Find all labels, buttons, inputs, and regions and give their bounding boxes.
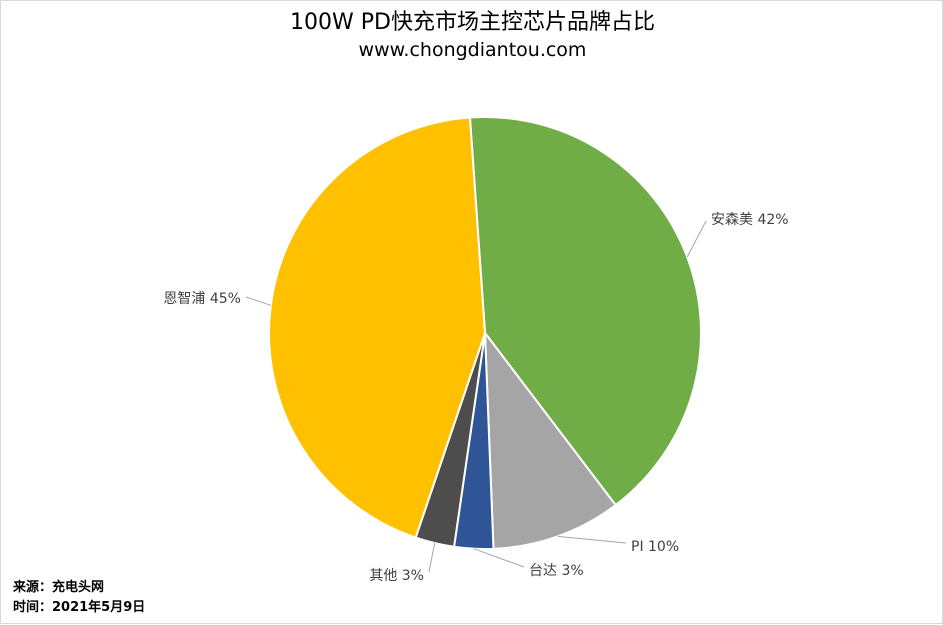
leader-line-0 bbox=[686, 220, 707, 258]
leader-line-3 bbox=[428, 542, 436, 573]
slice-label-0: 安森美 42% bbox=[711, 212, 789, 228]
slice-label-4: 恩智浦 45% bbox=[163, 291, 241, 307]
slice-label-3: 其他 3% bbox=[369, 568, 424, 584]
leader-line-1 bbox=[557, 535, 627, 544]
leader-line-2 bbox=[473, 548, 525, 568]
source-note: 来源：充电头网 bbox=[13, 580, 105, 595]
slice-label-2: 台达 3% bbox=[529, 563, 584, 579]
date-note: 时间：2021年5月9日 bbox=[13, 600, 146, 615]
pie-slice-1 bbox=[483, 329, 618, 550]
slice-label-1: PI 10% bbox=[631, 539, 679, 555]
chart-title: 100W PD快充市场主控芯片品牌占比 bbox=[290, 10, 655, 35]
chart-footer: 来源：充电头网 时间：2021年5月9日 bbox=[13, 578, 145, 618]
pie-slice-4 bbox=[268, 116, 487, 539]
chart-title-block: 100W PD快充市场主控芯片品牌占比 www.chongdiantou.com bbox=[1, 9, 943, 63]
leader-line-4 bbox=[245, 296, 271, 306]
chart-subtitle: www.chongdiantou.com bbox=[358, 39, 587, 61]
